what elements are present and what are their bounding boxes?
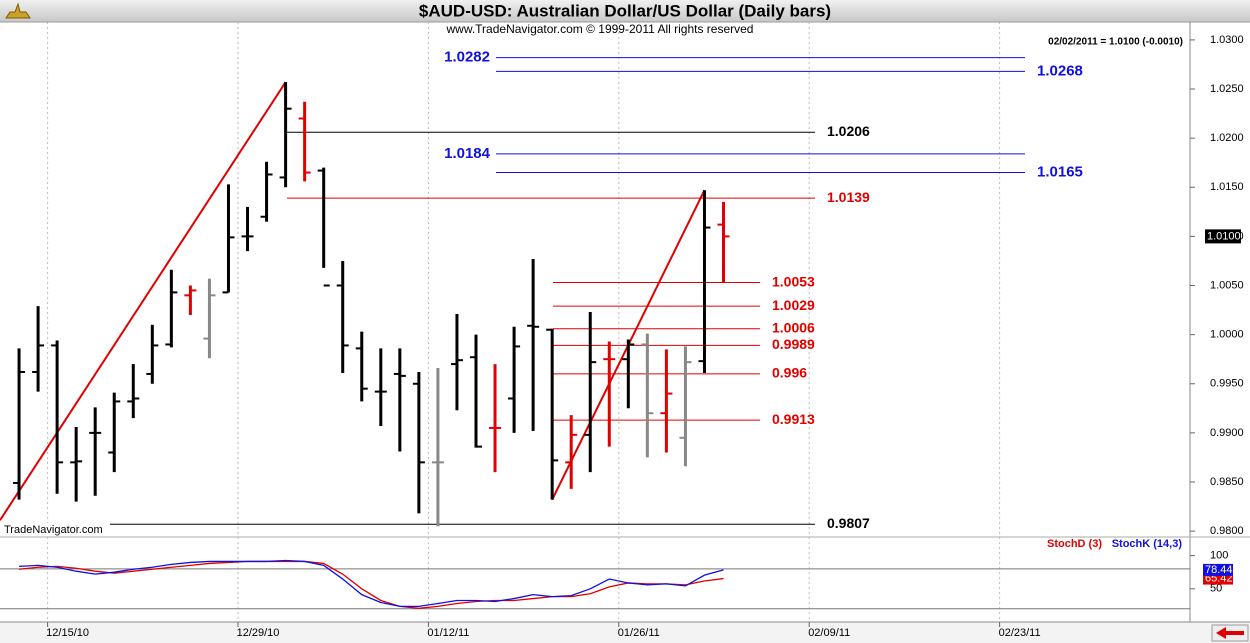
level-label: 1.0006 <box>772 319 815 335</box>
last-price-label: 1.0100 <box>1207 230 1241 242</box>
trend-line <box>0 81 287 521</box>
logo <box>5 2 31 19</box>
x-tick-label: 02/23/11 <box>999 627 1041 639</box>
stoch-line <box>18 560 724 609</box>
level-label: 1.0165 <box>1037 164 1083 181</box>
y-tick-label: 100 <box>1210 550 1228 562</box>
y-tick-label: 0.9950 <box>1210 378 1244 390</box>
last-price-box <box>1205 229 1241 244</box>
x-tick-label: 12/29/10 <box>237 627 280 639</box>
level-label: 0.9807 <box>827 515 870 531</box>
y-tick-label: 0.9850 <box>1210 476 1244 488</box>
end-label-box <box>1203 563 1233 576</box>
watermark: TradeNavigator.com <box>4 524 103 536</box>
legend-entry: StochD (3) <box>1047 538 1102 550</box>
x-tick-label: 12/15/10 <box>46 627 89 639</box>
title-bar <box>0 0 1250 22</box>
x-axis-strip <box>0 622 1250 643</box>
level-label: 0.9989 <box>772 336 815 352</box>
stoch-line <box>19 559 724 608</box>
x-tick-label: 01/12/11 <box>427 627 469 639</box>
x-tick-label: 01/26/11 <box>618 627 660 639</box>
y-tick-label: 0.9800 <box>1210 525 1244 537</box>
level-label: 1.0268 <box>1037 62 1083 79</box>
y-tick-label: 1.0000 <box>1210 329 1244 341</box>
nav-arrow[interactable] <box>1211 624 1249 642</box>
level-label: 0.996 <box>772 365 807 381</box>
level-label: 1.0184 <box>444 145 491 162</box>
price-info: 02/02/2011 = 1.0100 (-0.0010) <box>1048 37 1183 48</box>
level-label: 1.0282 <box>444 49 490 66</box>
level-label: 0.9913 <box>772 411 815 427</box>
watermark-bg <box>0 523 110 536</box>
y-tick-label: 1.0050 <box>1210 279 1244 291</box>
chart-title: $AUD-USD: Australian Dollar/US Dollar (D… <box>419 1 831 20</box>
level-label: 1.0139 <box>827 189 870 205</box>
y-tick-label: 1.0150 <box>1210 181 1244 193</box>
end-label: 78.44 <box>1205 564 1233 576</box>
level-label: 1.0029 <box>772 297 815 313</box>
x-tick-label: 02/09/11 <box>808 627 850 639</box>
y-tick-label: 1.0200 <box>1210 132 1244 144</box>
legend-entry: StochK (14,3) <box>1112 538 1183 550</box>
y-tick-label: 1.0250 <box>1210 83 1244 95</box>
subtitle: www.TradeNavigator.com © 1999-2011 All r… <box>446 22 754 36</box>
y-tick-label: 0.9900 <box>1210 427 1244 439</box>
y-tick-label: 50 <box>1210 583 1222 595</box>
y-tick-label: 1.0300 <box>1210 34 1244 46</box>
level-label: 1.0206 <box>827 123 870 139</box>
level-label: 1.0053 <box>772 273 815 289</box>
